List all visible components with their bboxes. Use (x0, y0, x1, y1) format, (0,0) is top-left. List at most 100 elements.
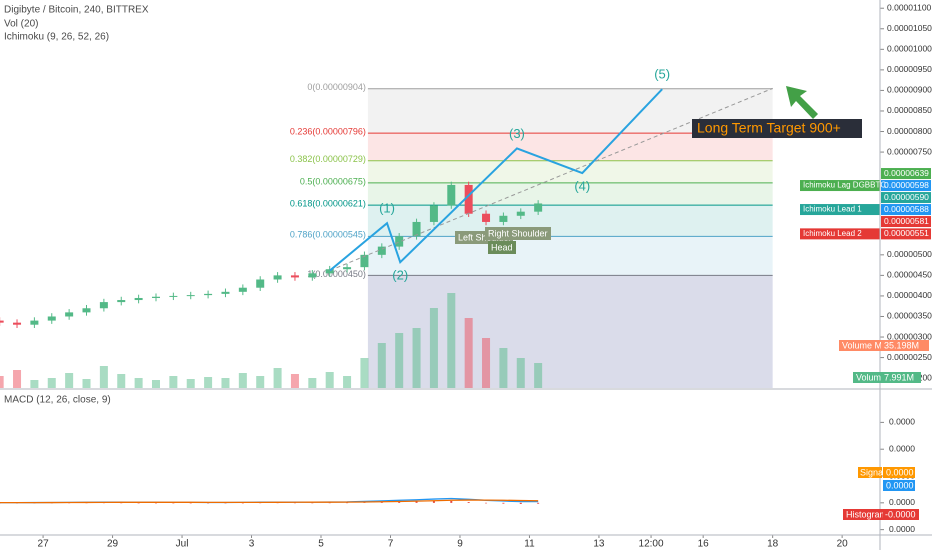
volume-bar (360, 358, 369, 388)
volume-bar (464, 318, 473, 388)
candle-body (238, 287, 247, 292)
tag-label: Volume (856, 372, 886, 382)
annotation-box (488, 241, 516, 254)
volume-bar (238, 373, 247, 388)
tag-box (858, 467, 882, 478)
annotation-box (485, 227, 551, 240)
histogram-bar (485, 502, 488, 504)
histogram-bar (189, 502, 192, 504)
x-tick-label: 7 (388, 539, 394, 550)
y-tick-label: 0.00000850 (887, 105, 932, 115)
volume-bar (99, 366, 108, 388)
histogram-bar (398, 501, 401, 503)
price-tag (881, 216, 931, 228)
candle-body (273, 275, 282, 280)
candle-body (308, 273, 317, 278)
y-tick-label: 0.00001050 (887, 23, 932, 33)
x-tick-label: 3 (249, 539, 255, 550)
tag-box (883, 467, 915, 478)
tag-label: Volume MA (842, 340, 888, 350)
fib-label: 0(0.00000904) (307, 82, 366, 92)
volume-bar (395, 333, 404, 388)
volume-bar (516, 358, 525, 388)
tag-box (853, 372, 881, 383)
y-tick-label: 0.0000 (889, 524, 915, 534)
annotation: Left Shoulder (458, 232, 512, 242)
x-tick-label: Jul (176, 539, 189, 550)
y-tick-label: 0.00001100 (887, 2, 932, 12)
candle-body (204, 293, 213, 296)
tag-box (839, 340, 881, 351)
candle-body (412, 221, 421, 237)
candle-body (221, 291, 230, 294)
macd-title: MACD (12, 26, close, 9) (4, 395, 111, 406)
x-tick-label: 29 (107, 539, 119, 550)
signal-line (0, 499, 539, 504)
wave-label: (1) (379, 201, 395, 216)
y-tick-label: 0.00001000 (887, 44, 932, 54)
price-tag-label: 0.00000639 (884, 168, 929, 178)
histogram-bar (172, 502, 175, 504)
candle-body (47, 316, 56, 321)
indicator-pill-label: Ichimoku Lag DGBBTC (803, 181, 886, 190)
candle-body (13, 322, 22, 325)
wave-label: (5) (654, 67, 670, 82)
histogram-bar (537, 502, 540, 504)
histogram-bar (450, 501, 453, 503)
tag-box (883, 480, 915, 491)
volume-bar (256, 376, 265, 388)
candle-body (360, 254, 369, 268)
wave-label: (3) (509, 126, 525, 141)
candle-body (30, 320, 39, 325)
candle-body (447, 184, 456, 206)
x-tick-label: 5 (318, 539, 324, 550)
volume-bar (30, 380, 39, 388)
volume-bar (343, 376, 352, 388)
histogram-bar (154, 502, 157, 504)
y-tick-label: 0.00000250 (887, 352, 932, 362)
price-tag (881, 204, 931, 216)
wave-label: (4) (574, 178, 590, 193)
fib-label: 0.382(0.00000729) (290, 154, 366, 164)
histogram-bar (415, 501, 418, 503)
indicator-pill (800, 180, 880, 192)
y-tick-label: 0.0000 (889, 417, 915, 427)
x-tick-label: 9 (457, 539, 463, 550)
volume-bar (499, 348, 508, 388)
price-tag-label: 0.00000551 (884, 228, 929, 238)
candle-body (516, 211, 525, 216)
tag-label: Histogram (846, 509, 887, 519)
indicator-label: Ichimoku (9, 26, 52, 26) (4, 32, 109, 43)
chart-title: Digibyte / Bitcoin, 240, BITTREX (4, 5, 149, 16)
price-tag-label: 0.00000590 (884, 192, 929, 202)
y-tick-label: 0.00000350 (887, 311, 932, 321)
y-tick-label: 0.0000 (889, 497, 915, 507)
volume-bar (204, 377, 213, 388)
indicator-pill (800, 228, 880, 240)
fib-label: 0.786(0.00000545) (290, 230, 366, 240)
volume-bar (134, 378, 143, 388)
volume-bar (482, 338, 491, 388)
price-tag-label: 0.00000588 (884, 204, 929, 214)
indicator-pill-label: Ichimoku Lead 2 (803, 229, 862, 238)
y-tick-label: 0.0000 (889, 443, 915, 453)
y-tick-label: 0.00000950 (887, 64, 932, 74)
histogram-bar (467, 502, 470, 503)
volume-bar (82, 379, 91, 388)
candle-body (395, 236, 404, 247)
volume-bar (377, 343, 386, 388)
candle-body (343, 267, 352, 270)
candle-body (499, 215, 508, 222)
candle-body (99, 302, 108, 309)
trend-line (329, 87, 773, 271)
price-tag-label: 0.00000598 (884, 180, 929, 190)
candle-body (482, 213, 491, 222)
y-tick-label: 0.00000900 (887, 85, 932, 95)
histogram-bar (432, 501, 435, 503)
fib-label: 0.618(0.00000621) (290, 198, 366, 208)
histogram-bar (346, 502, 349, 504)
fib-band (367, 236, 773, 276)
x-tick-label: 11 (524, 539, 535, 550)
annotation: Long Term Target 900+ (697, 120, 841, 136)
volume-bar (117, 374, 126, 388)
